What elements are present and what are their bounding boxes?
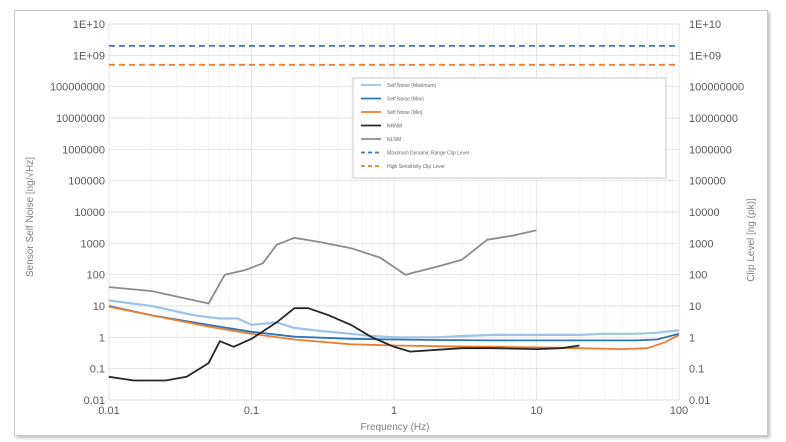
series-line-3 [108,307,580,382]
y-tick-label-right: 1E+10 [689,19,721,31]
y-tick-label-left: 100000 [68,176,105,188]
series-group [108,45,680,382]
y-tick-label-left: 1000000 [62,144,105,156]
y-tick-label-right: 1E+09 [689,50,721,62]
legend-box [352,77,667,179]
x-tick-label: 100 [670,405,688,417]
y-tick-label-right: 10 [689,301,701,313]
y-tick-label-right: 1000 [689,238,713,250]
y-tick-label-left: 1E+10 [73,19,105,31]
y-tick-label-left: 100 [87,270,105,282]
y-tick-label-left: 10000 [74,207,105,219]
legend-label: Self Noise (Maximum) [387,83,437,89]
y-axis-label-left: Sensor Self Noise [ng/√Hz] [24,157,36,277]
series-line-4 [108,229,537,305]
y-axis-label-right: Clip Level [ng (pk)] [746,198,757,282]
y-tick-label-right: 10000 [689,207,720,219]
y-tick-label-left: 1000 [81,238,105,250]
y-tick-label-left: 0.1 [90,364,105,376]
y-tick-label-left: 1 [99,332,105,344]
y-tick-label-right: 100000 [689,176,726,188]
y-tick-label-right: 10000000 [689,113,738,125]
legend-label: Self Noise (Max) [387,97,424,103]
chart-frame: 0.01 0.1 1 10 100 0.01 0.1 1 10 100 1000 10000 10000… [14,10,768,436]
legend: Self Noise (Maximum) Self Noise (Max) Self… [352,77,667,179]
legend-label: NLNM [387,137,401,143]
legend-label: High Sensitivity Clip Level [387,164,445,170]
x-tick-label: 0.01 [98,405,119,417]
legend-label: Self Noise (Min) [387,110,423,116]
x-tick-label: 10 [530,405,542,417]
noise-chart: 0.01 0.1 1 10 1000.010.111010010001000010000… [24,19,757,433]
y-tick-label-right: 0.1 [689,364,704,376]
y-tick-label-right: 100 [689,270,707,282]
legend-label: NHNM [387,124,402,130]
y-tick-label-left: 100000000 [50,82,105,94]
y-tick-label-left: 10000000 [56,113,105,125]
series-line-1 [108,305,680,342]
legend-label: Maximum Dynamic Range Clip Level [387,151,469,157]
series-line-2 [108,305,680,351]
x-tick-label: 1 [391,405,397,417]
x-tick-label: 0.1 [244,405,259,417]
x-axis-label: Frequency (Hz) [361,422,430,433]
y-tick-label-left: 0.01 [84,395,105,407]
y-tick-label-left: 1E+09 [73,50,105,62]
y-tick-label-right: 100000000 [689,82,744,94]
y-tick-label-right: 0.01 [689,395,710,407]
y-tick-label-right: 1000000 [689,144,732,156]
tick-labels: 0.01 0.1 1 10 1000.010.111010010001000010000… [50,19,744,417]
y-tick-label-left: 10 [93,301,105,313]
y-tick-label-right: 1 [689,332,695,344]
series-line-0 [108,299,680,339]
